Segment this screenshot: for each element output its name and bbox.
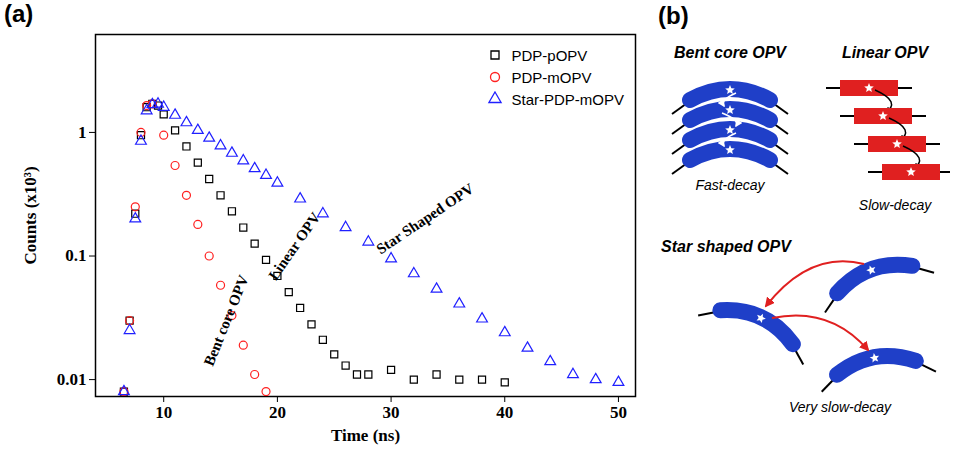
svg-text:Slow-decay: Slow-decay <box>859 197 932 213</box>
html-text:PDP-mOPV: PDP-mOPV <box>511 68 592 86</box>
svg-text:1: 1 <box>78 123 87 142</box>
html-text:(a): (a) <box>4 0 34 27</box>
svg-text:40: 40 <box>496 403 513 422</box>
svg-text:(b): (b) <box>658 2 689 29</box>
html-text:Star-PDP-mOPV: Star-PDP-mOPV <box>511 90 624 108</box>
svg-text:20: 20 <box>269 403 286 422</box>
svg-text:0.01: 0.01 <box>57 370 87 389</box>
svg-text:30: 30 <box>383 403 400 422</box>
svg-text:Bent core OPV: Bent core OPV <box>674 44 787 61</box>
svg-text:Linear OPV: Linear OPV <box>265 209 323 283</box>
html-text:PDP-pOPV: PDP-pOPV <box>511 46 588 64</box>
svg-text:Fast-decay: Fast-decay <box>695 177 765 193</box>
svg-text:Time (ns): Time (ns) <box>331 426 400 445</box>
svg-text:Counts (x10³): Counts (x10³) <box>21 166 40 264</box>
svg-text:Star shaped OPV: Star shaped OPV <box>661 238 792 255</box>
svg-text:50: 50 <box>610 403 627 422</box>
svg-text:Bent core OPV: Bent core OPV <box>201 273 252 368</box>
svg-text:0.1: 0.1 <box>65 246 86 265</box>
svg-text:Star Shaped OPV: Star Shaped OPV <box>373 180 477 257</box>
svg-text:Very slow-decay: Very slow-decay <box>789 399 892 415</box>
svg-text:10: 10 <box>155 403 172 422</box>
svg-text:Linear OPV: Linear OPV <box>842 44 930 61</box>
